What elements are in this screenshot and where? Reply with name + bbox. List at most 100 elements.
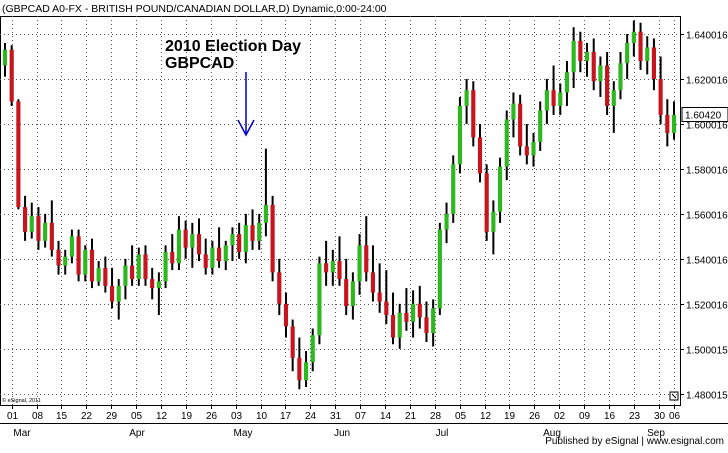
candle-body (230, 234, 235, 246)
x-tick-label: 05 (131, 411, 143, 422)
candle-body (564, 72, 570, 93)
candle-body (89, 249, 95, 282)
x-tick-label: 03 (231, 411, 243, 422)
candle-body (364, 245, 369, 273)
x-tick-label: 10 (256, 411, 268, 422)
candle-body (277, 272, 282, 304)
candle-body (63, 256, 68, 266)
candle-body (397, 312, 402, 338)
candle-body (76, 236, 81, 275)
x-tick-label: 16 (604, 411, 616, 422)
candle-body (591, 51, 596, 82)
candle-body (497, 166, 503, 212)
last-price-label: 1.60420 (685, 110, 722, 121)
x-month-label: Sep (647, 428, 665, 439)
candle-body (631, 31, 636, 43)
annotation-line2: GBPCAD (165, 55, 234, 72)
candle-body (471, 90, 476, 138)
candle-body (651, 47, 657, 79)
y-tick-label: 1.640016 (686, 31, 728, 42)
x-tick-label: 14 (380, 411, 392, 422)
candle-body (16, 101, 21, 208)
candle-body (531, 141, 536, 156)
candle-body (96, 267, 101, 282)
y-tick-label: 1.500015 (686, 346, 728, 357)
candle-body (257, 222, 262, 241)
footer-credit: Published by eSignal | www.esignal.com (545, 436, 724, 447)
candle-body (417, 303, 422, 318)
candle-body (370, 272, 376, 293)
candle-body (451, 164, 456, 214)
candle-body (558, 92, 563, 106)
candle-body (22, 207, 28, 232)
candle-body (217, 247, 222, 262)
candle-body (330, 261, 335, 273)
candle-body (109, 285, 115, 302)
x-tick-label: 21 (405, 411, 417, 422)
candle-body (404, 312, 409, 322)
candle-body (56, 249, 61, 266)
candle-body (283, 303, 289, 327)
candle-body (511, 103, 516, 120)
candle-body (183, 229, 188, 248)
x-tick-label: 02 (554, 411, 566, 422)
x-month-label: Mar (13, 428, 31, 439)
candle-body (297, 357, 302, 381)
candle-body (170, 252, 175, 264)
candle-body (377, 292, 382, 302)
x-tick-label: 12 (156, 411, 168, 422)
candle-body (176, 229, 182, 264)
candle-body (431, 308, 436, 334)
candle-body (150, 279, 155, 289)
y-tick-label: 1.540016 (686, 256, 728, 267)
candle-body (130, 265, 135, 280)
candle-body (671, 114, 677, 133)
x-tick-label: 23 (629, 411, 641, 422)
candle-body (390, 315, 396, 338)
candle-body (464, 90, 469, 106)
candle-body (578, 40, 583, 61)
x-tick-label: 30 (654, 411, 666, 422)
candle-body (344, 279, 349, 307)
x-tick-label: 19 (504, 411, 516, 422)
candle-body (605, 65, 610, 106)
candle-body (504, 119, 509, 167)
y-tick-label: 1.600016 (686, 121, 728, 132)
candle-body (357, 245, 362, 282)
candle-body (571, 40, 576, 73)
candle-body (83, 249, 88, 275)
candle-body (2, 49, 8, 66)
y-tick-label: 1.620016 (686, 76, 728, 87)
x-tick-label: 28 (430, 411, 442, 422)
candle-body (665, 114, 670, 133)
candle-body (491, 211, 496, 232)
candle-body (544, 90, 549, 111)
candle-body (384, 301, 389, 316)
candle-body (424, 317, 429, 334)
candle-body (618, 63, 623, 91)
candle-body (350, 281, 355, 307)
y-tick-label: 1.560016 (686, 211, 728, 222)
candle-body (143, 254, 148, 280)
candle-body (524, 146, 529, 156)
y-tick-label: 1.580016 (686, 166, 728, 177)
x-tick-label: 17 (280, 411, 292, 422)
candle-body (645, 47, 650, 61)
x-tick-label: 07 (355, 411, 367, 422)
candle-body (243, 225, 248, 253)
candle-body (270, 204, 275, 273)
x-tick-label: 01 (7, 411, 19, 422)
candle-body (303, 362, 309, 381)
candle-body (484, 173, 489, 232)
candle-body (210, 247, 215, 268)
candle-body (477, 137, 483, 174)
candle-body (203, 254, 208, 268)
x-tick-label: 06 (669, 411, 681, 422)
candle-body (136, 254, 141, 280)
candle-body (116, 285, 121, 302)
candle-body (123, 265, 128, 286)
candle-body (9, 49, 14, 102)
candle-body (43, 222, 48, 241)
x-tick-label: 05 (455, 411, 467, 422)
